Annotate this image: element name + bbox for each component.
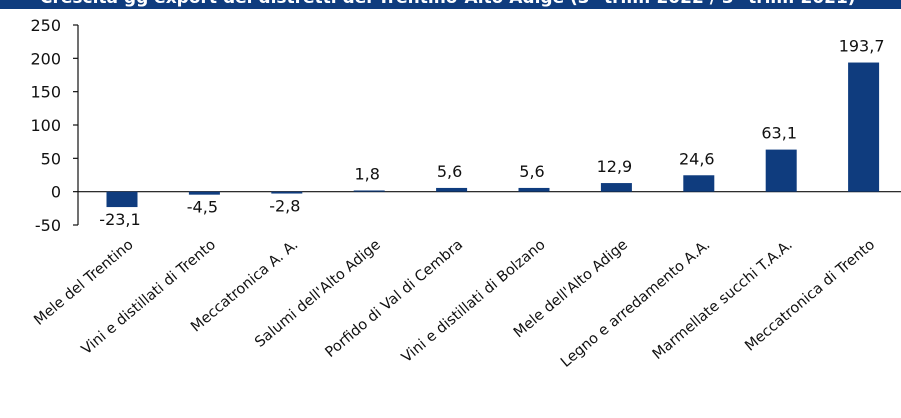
data-label: 1,8: [354, 164, 379, 183]
header-bar: Crescita gg export dei distretti del Tre…: [0, 0, 901, 9]
data-label: 5,6: [437, 162, 462, 181]
y-tick-label: 200: [30, 49, 61, 68]
bar-2: [188, 191, 220, 195]
y-tick-label: -50: [35, 216, 61, 235]
data-label: -4,5: [187, 198, 218, 217]
category-label: Marmellate succhi T.A.A.: [650, 237, 796, 363]
bar-8: [683, 175, 715, 192]
bar-6: [518, 187, 550, 192]
data-label: 24,6: [679, 149, 715, 168]
data-label: 63,1: [761, 124, 797, 143]
bar-1: [106, 191, 138, 208]
bar-7: [600, 183, 632, 192]
y-tick-label: 0: [51, 183, 61, 202]
category-label: Vini e distillati di Trento: [79, 237, 219, 358]
bar-3: [271, 191, 303, 194]
category-label: Porfido di Val di Cembra: [323, 237, 467, 361]
y-tick-label: 150: [30, 83, 61, 102]
category-label: Legno e arredamento A.A.: [558, 237, 713, 371]
category-label: Meccatronica di Trento: [742, 237, 878, 355]
category-label: Vini e distillati di Bolzano: [399, 237, 549, 366]
bar-10: [848, 62, 880, 192]
data-label: -23,1: [99, 210, 140, 229]
y-tick-label: 50: [41, 149, 61, 168]
data-label: -2,8: [269, 197, 300, 216]
y-tick-label: 100: [30, 116, 61, 135]
data-label: 193,7: [839, 37, 885, 56]
bar-4: [353, 190, 385, 192]
data-label: 12,9: [597, 157, 633, 176]
chart-title: Crescita gg export dei distretti del Tre…: [40, 0, 856, 8]
bar-9: [765, 149, 797, 192]
bar-5: [436, 187, 468, 192]
y-tick-label: 250: [30, 16, 61, 35]
data-label: 5,6: [519, 162, 544, 181]
